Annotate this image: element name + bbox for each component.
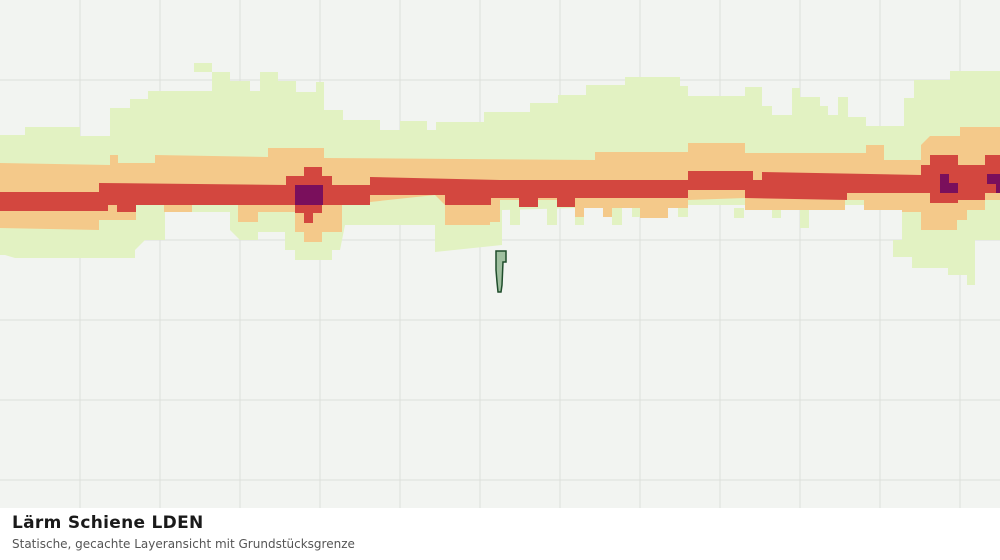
noise-area <box>734 208 744 218</box>
parcel-boundary <box>495 250 507 293</box>
noise-zone-very-high <box>295 174 1000 205</box>
noise-area <box>632 205 641 217</box>
noise-area <box>678 205 688 217</box>
noise-area <box>295 185 323 205</box>
noise-area <box>0 155 1000 223</box>
noise-area <box>612 205 622 225</box>
noise-area <box>772 208 781 218</box>
noise-area <box>987 174 1000 184</box>
noise-area <box>996 183 1000 193</box>
layer-subtitle: Statische, gecachte Layeransicht mit Gru… <box>12 537 355 551</box>
noise-area <box>800 208 809 228</box>
map-view <box>0 0 1000 508</box>
noise-area <box>194 63 212 72</box>
noise-area <box>940 183 958 193</box>
noise-area <box>510 205 520 225</box>
noise-area <box>547 205 557 225</box>
noise-zone-high <box>0 155 1000 223</box>
layer-title: Lärm Schiene LDEN <box>12 513 204 533</box>
caption: Lärm Schiene LDEN Statische, gecachte La… <box>0 508 1000 560</box>
